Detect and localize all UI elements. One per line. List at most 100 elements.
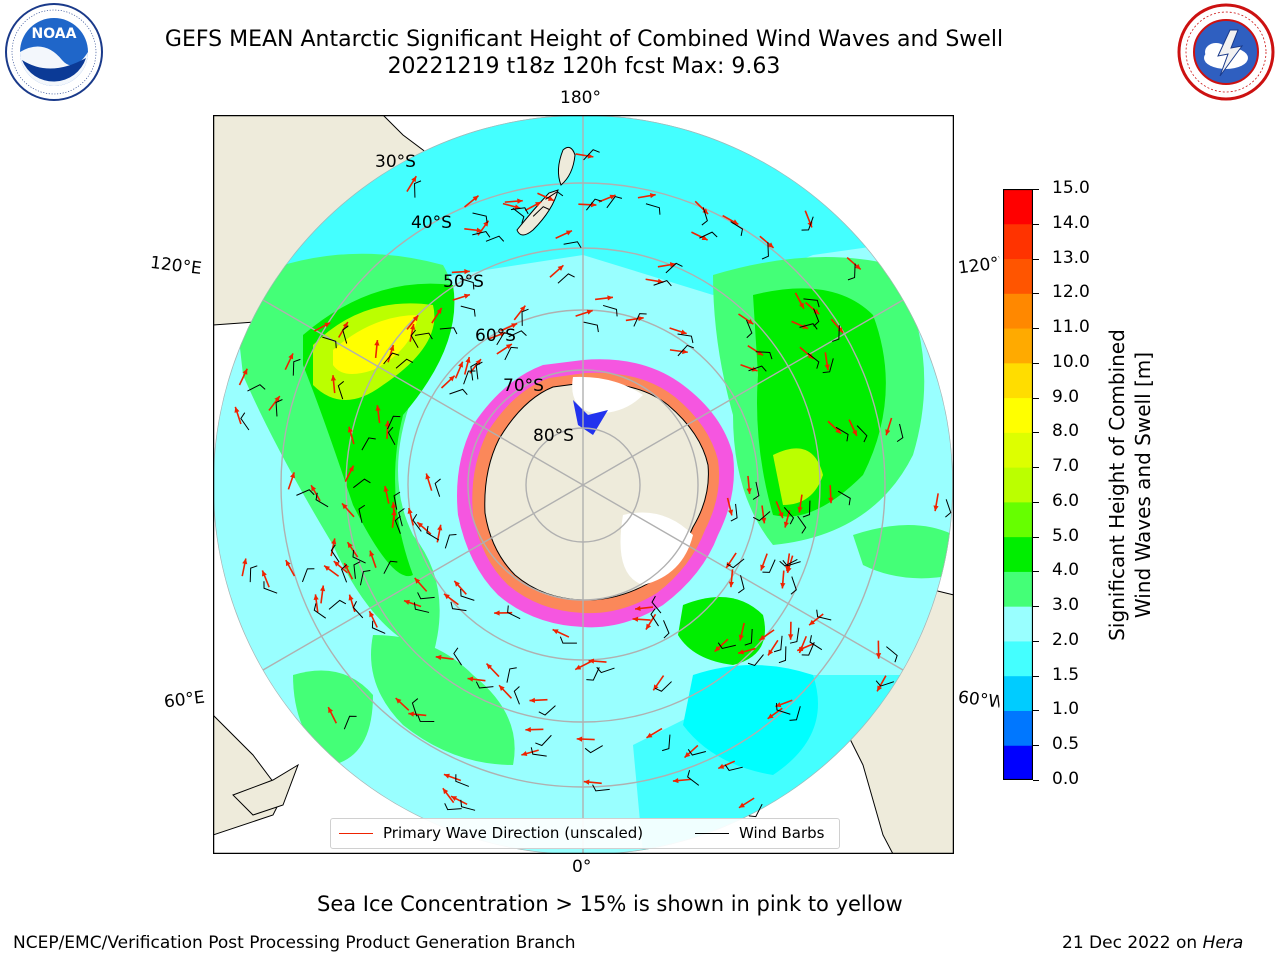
colorbar-tick-label: 11.0: [1052, 317, 1090, 338]
wind-barb: [807, 352, 820, 369]
wind-barb: [790, 576, 797, 595]
colorbar-label-line2: Wind Waves and Swell [m]: [1131, 351, 1155, 619]
wave-direction-arrowhead: [828, 497, 834, 504]
wind-barb: [510, 207, 529, 215]
wind-barb: [687, 770, 700, 786]
wind-barb: [773, 635, 783, 653]
wave-direction-arrowhead: [463, 293, 470, 299]
wind-barb: [847, 263, 856, 281]
wave-direction-arrowhead: [535, 201, 542, 207]
wind-barbs-legend-swatch: [695, 833, 729, 834]
wave-direction-arrowhead: [443, 593, 450, 600]
wind-barb: [583, 149, 600, 161]
wave-direction-arrowhead: [788, 634, 794, 640]
wave-direction-arrowhead: [702, 208, 709, 215]
wave-direction-arrowhead: [472, 195, 479, 202]
colorbar-tick-label: 14.0: [1052, 212, 1090, 233]
wave-direction-arrowhead: [348, 594, 354, 601]
wave-direction-arrowhead: [783, 521, 789, 528]
wave-direction-arrowhead: [875, 653, 882, 659]
wind-barb: [353, 478, 371, 489]
wind-barb: [342, 325, 349, 344]
wind-barb: [371, 620, 386, 634]
wave-direction-arrowhead: [274, 396, 280, 402]
wave-direction-arrowhead: [576, 736, 583, 742]
wave-direction-arrowhead: [451, 796, 458, 801]
colorbar-tick-label: 15.0: [1052, 178, 1090, 198]
wave-direction-arrowhead: [519, 305, 526, 312]
wave-direction-arrowhead: [728, 509, 734, 516]
antarctica: [457, 359, 734, 628]
wind-barb: [651, 595, 662, 614]
wind-barb: [545, 191, 564, 200]
wave-direction-arrowhead: [505, 344, 512, 350]
wave-direction-arrowhead: [476, 227, 483, 233]
wind-barb: [352, 601, 364, 619]
colorbar-label-line1: Significant Height of Combined: [1105, 329, 1129, 641]
colorbar-tick-mark: [1033, 397, 1039, 399]
wave-direction-arrowhead: [511, 323, 518, 329]
wind-barb: [521, 308, 529, 326]
wind-barb: [496, 332, 512, 346]
colorbar-tick-mark: [1033, 780, 1039, 781]
wind-barb: [475, 361, 483, 380]
wind-barb: [439, 327, 458, 335]
wave-direction-arrowhead: [854, 263, 861, 270]
wave-direction-arrowhead: [933, 505, 939, 512]
wind-barb: [663, 620, 670, 639]
footer-date-text: 21 Dec 2022 on: [1062, 933, 1203, 953]
colorbar-segment: [1003, 501, 1033, 538]
wind-barb: [449, 388, 468, 396]
wind-barb: [417, 592, 435, 600]
lat-label-40s: 40°S: [411, 213, 452, 233]
wind-barb: [738, 575, 745, 594]
wave-direction-arrowhead: [852, 429, 857, 436]
wind-barb: [337, 380, 345, 400]
wind-barb: [783, 507, 795, 525]
wind-barb: [426, 525, 440, 541]
svg-text:NOAA: NOAA: [32, 26, 77, 42]
wind-barb: [724, 764, 743, 771]
wave-direction-arrowhead: [517, 198, 523, 204]
wave-direction-arrowhead: [288, 353, 294, 360]
wave-direction-arrowhead: [552, 629, 559, 635]
wind-barb: [761, 242, 769, 260]
wave-direction-arrowhead: [645, 623, 652, 630]
wave-direction-arrowhead: [583, 779, 590, 785]
wave-direction-arrowhead: [609, 194, 616, 200]
colorbar-tick-mark: [1033, 710, 1039, 712]
wind-barb: [513, 686, 520, 705]
wind-barb: [507, 605, 521, 620]
wind-barb: [411, 698, 419, 717]
wind-barb: [504, 346, 519, 361]
wave-direction-arrowhead: [407, 508, 413, 514]
wind-barb: [313, 603, 327, 619]
wave-direction-arrowhead: [414, 577, 421, 584]
wave-direction-arrowhead: [486, 663, 493, 670]
wave-direction-arrowhead: [464, 269, 470, 275]
wave-direction-arrowhead: [383, 486, 389, 492]
wave-direction-arrowhead: [494, 610, 500, 616]
lat-label-60s: 60°S: [475, 326, 516, 346]
wind-barb: [896, 423, 904, 443]
wind-barb: [730, 503, 738, 522]
wave-direction-arrowhead: [557, 265, 564, 271]
wind-barb: [450, 601, 467, 612]
wave-direction-arrowhead: [320, 585, 326, 592]
wave-direction-arrowhead: [261, 570, 267, 577]
wave-direction-arrowhead: [632, 616, 639, 622]
wind-barb: [816, 609, 832, 621]
colorbar-tick-mark: [1033, 293, 1039, 295]
wave-direction-arrowhead: [348, 465, 354, 472]
footer-host: Hera: [1202, 933, 1244, 953]
wind-barb: [455, 774, 470, 787]
footer-credit: NCEP/EMC/Verification Post Processing Pr…: [13, 933, 576, 953]
graticule: [213, 115, 953, 854]
wave-direction-arrowhead: [436, 307, 442, 314]
wave-direction-arrowhead: [521, 751, 528, 757]
colorbar-tick-mark: [1033, 223, 1039, 225]
wave-direction-arrowhead: [234, 406, 240, 413]
lon-label-60w: 60°W: [956, 687, 1002, 713]
wind-barb: [748, 365, 767, 372]
wind-barb: [247, 384, 266, 392]
